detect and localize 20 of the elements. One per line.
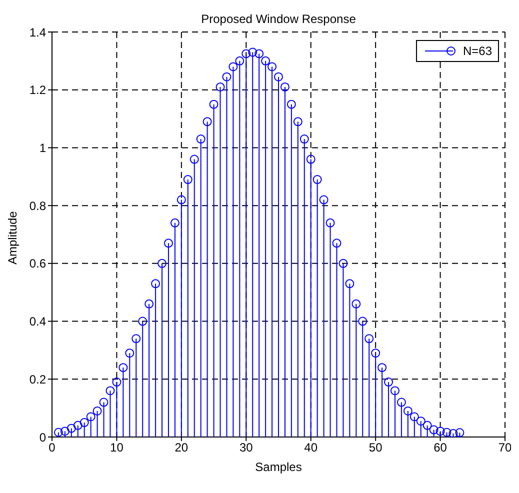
x-tick-label: 70 bbox=[498, 440, 512, 455]
y-tick-label: 0.8 bbox=[29, 198, 46, 213]
y-tick-label: 0.4 bbox=[29, 314, 46, 329]
y-tick-label: 0.6 bbox=[29, 256, 46, 271]
chart-title: Proposed Window Response bbox=[200, 12, 357, 26]
legend-label: N=63 bbox=[462, 44, 492, 58]
x-tick-label: 10 bbox=[110, 440, 124, 455]
y-tick-label: 1 bbox=[39, 140, 46, 155]
x-axis-title: Samples bbox=[255, 460, 302, 474]
y-tick-label: 1.2 bbox=[29, 83, 46, 98]
y-tick-label: 0.2 bbox=[29, 372, 46, 386]
x-tick-label: 60 bbox=[434, 440, 448, 455]
x-tick-label: 40 bbox=[304, 440, 318, 455]
x-tick-label: 30 bbox=[239, 440, 254, 455]
x-tick-label: 20 bbox=[174, 440, 188, 455]
y-axis-title: Amplitude bbox=[5, 210, 20, 264]
x-tick-label: 0 bbox=[48, 440, 56, 455]
x-tick-label: 50 bbox=[368, 440, 383, 455]
y-tick-label: 1.4 bbox=[29, 25, 46, 40]
y-tick-label: 0 bbox=[39, 430, 46, 444]
